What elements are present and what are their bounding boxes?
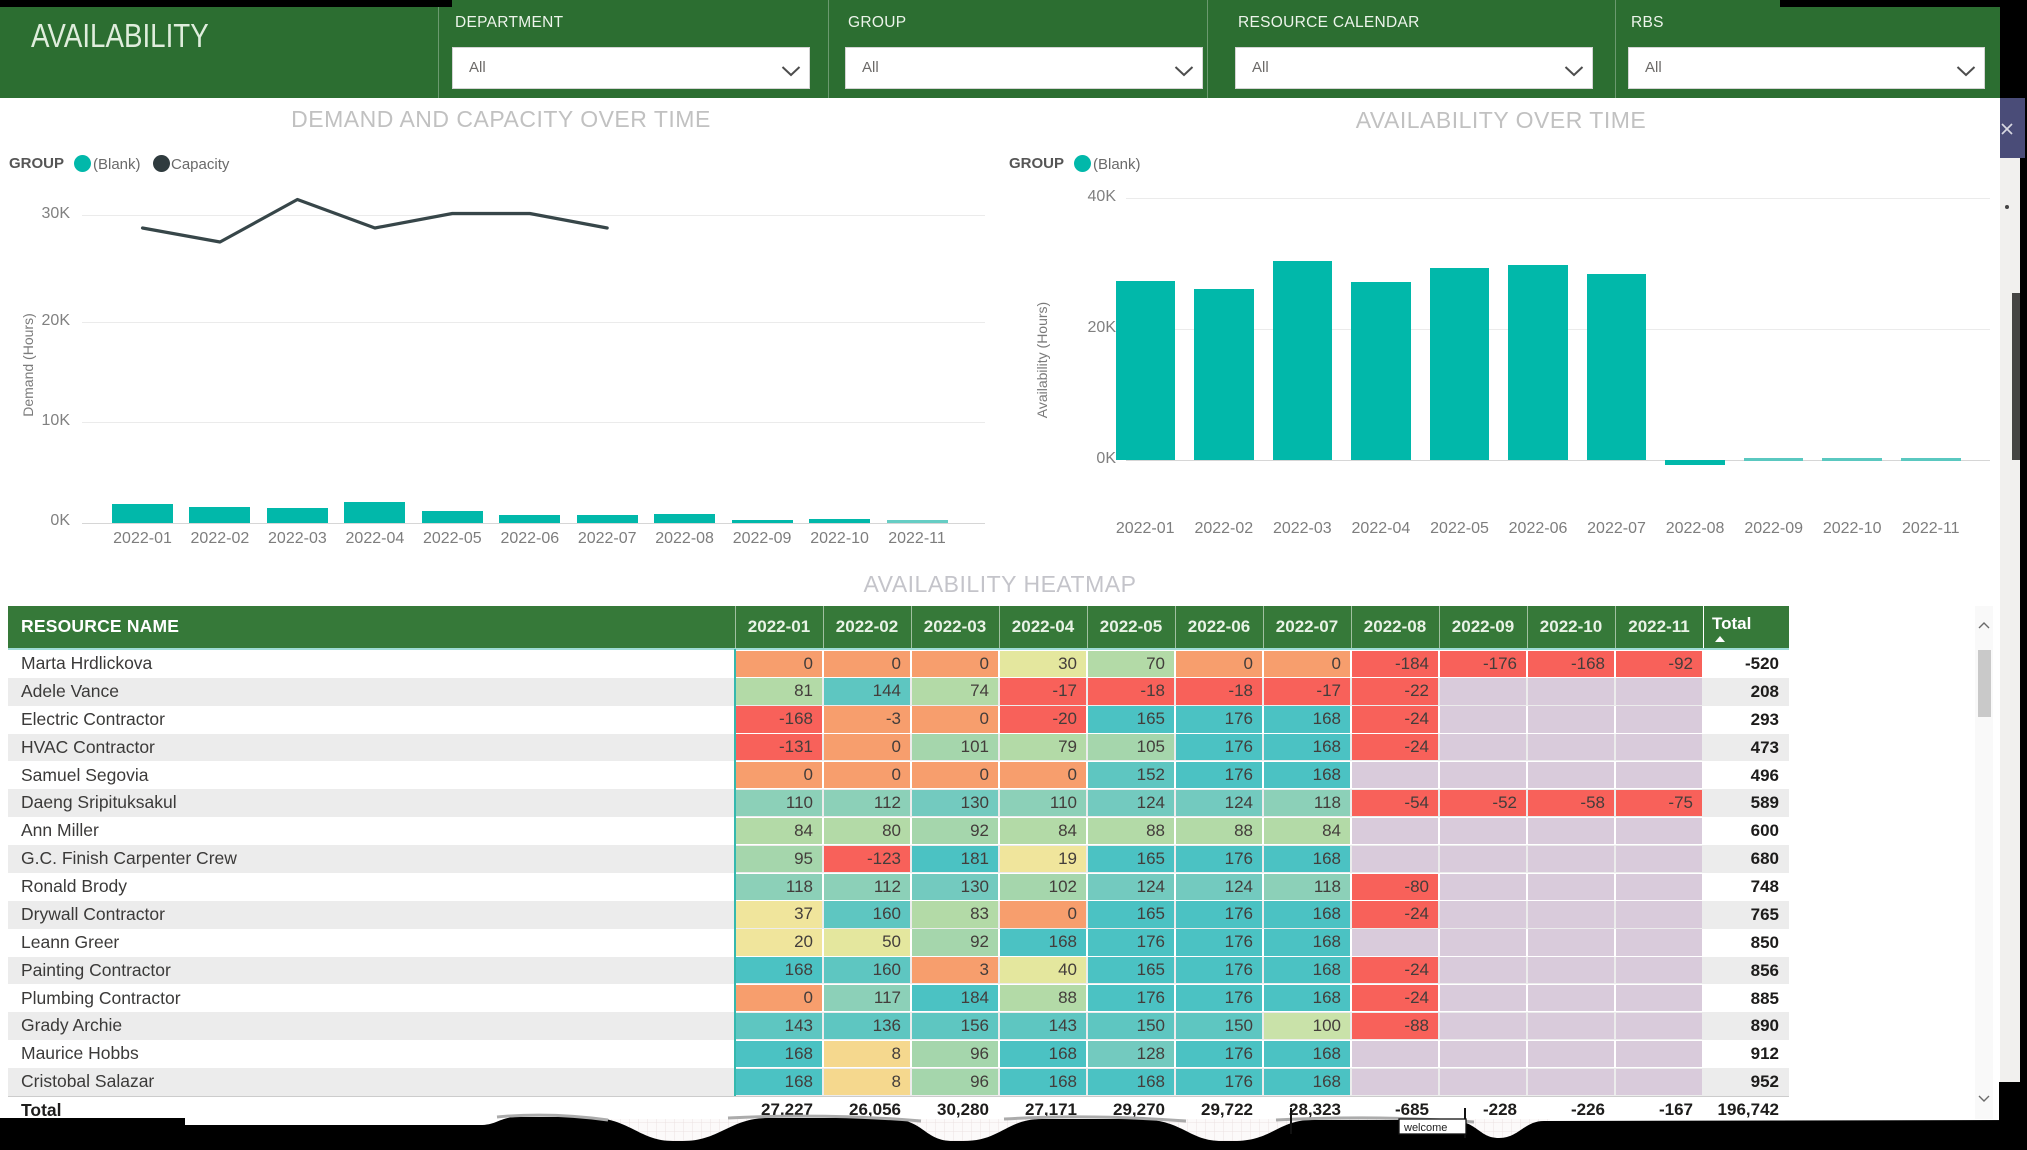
- svg-text:welcome: welcome: [1403, 1122, 1447, 1134]
